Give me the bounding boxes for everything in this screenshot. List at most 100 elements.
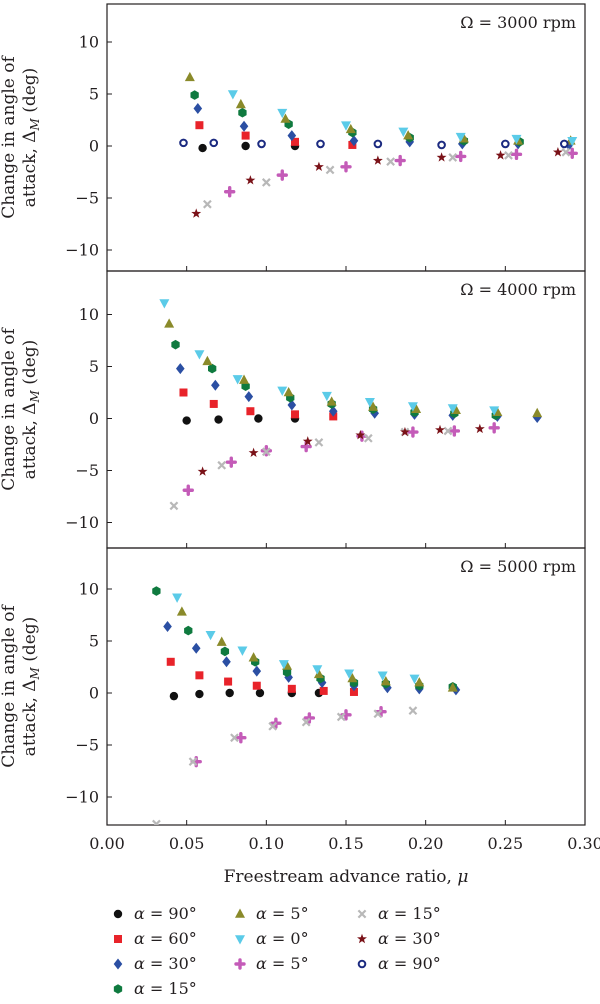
data-point [363, 433, 373, 443]
series-a60 [195, 121, 357, 149]
data-point [364, 398, 375, 408]
data-point [214, 415, 223, 424]
data-point [203, 199, 212, 209]
data-point [501, 139, 510, 149]
x-tick-label: 0.10 [249, 834, 285, 853]
series-n15 [152, 706, 418, 825]
legend-label: α = 15° [378, 904, 441, 923]
data-point [414, 677, 425, 687]
data-point [326, 396, 337, 406]
data-point [220, 646, 230, 657]
data-point [409, 674, 420, 684]
legend-label: α = 60° [134, 929, 197, 948]
data-point [377, 671, 388, 681]
data-point [282, 667, 292, 677]
x-tick-label: 0.15 [328, 834, 364, 853]
panel-speed-label: Ω = 5000 rpm [460, 557, 576, 576]
legend-marker [357, 909, 367, 919]
data-point [217, 460, 227, 470]
data-point [179, 138, 188, 148]
legend-marker [234, 958, 246, 970]
legend-entry: α = 5° [235, 904, 309, 923]
data-point [407, 402, 418, 412]
data-point [303, 712, 316, 724]
data-point [348, 140, 357, 149]
data-point [209, 399, 218, 408]
legend-label: α = 5° [256, 954, 309, 973]
data-point [191, 208, 202, 218]
data-point [287, 684, 296, 693]
panel-2: 10 5 0 −5 −10 Ω = 4000 rpm Change in angle of a… [0, 270, 586, 549]
legend-label: α = 30° [134, 954, 197, 973]
data-point [246, 407, 255, 416]
data-point [278, 660, 289, 670]
data-point [386, 157, 395, 166]
data-point [328, 405, 338, 417]
series-a0 [227, 90, 578, 147]
data-point [314, 438, 324, 447]
data-point [398, 127, 409, 137]
data-point [372, 155, 383, 165]
data-point [355, 429, 366, 440]
plot-frame [106, 270, 586, 549]
legend-marker [357, 959, 367, 969]
data-point [241, 381, 250, 392]
y-tick-label: 10 [79, 580, 99, 599]
data-point [193, 103, 203, 115]
data-point [237, 646, 248, 656]
data-point [340, 161, 352, 173]
data-point [208, 363, 217, 374]
legend-entry: α = 30° [113, 954, 197, 973]
x-tick-label: 0.20 [408, 834, 444, 853]
data-point [443, 426, 453, 436]
legend-label: α = 30° [378, 929, 441, 948]
data-point [561, 147, 571, 157]
legend-marker [235, 908, 245, 918]
data-point [254, 414, 263, 423]
data-point [239, 374, 250, 384]
data-point [195, 671, 204, 680]
legend-label: α = 0° [256, 929, 309, 948]
data-point [567, 137, 578, 147]
data-point [252, 665, 262, 677]
data-point [341, 121, 351, 131]
data-point [511, 134, 522, 145]
data-point [232, 375, 243, 385]
data-point [495, 150, 506, 160]
series-a90 [169, 688, 324, 701]
data-point [176, 606, 187, 616]
data-point [211, 379, 220, 391]
legend-label: α = 90° [378, 954, 441, 973]
series-a90 [182, 414, 300, 425]
y-tick-label: −10 [65, 241, 99, 260]
data-point [235, 98, 246, 109]
data-point [268, 721, 278, 731]
data-point [319, 686, 328, 695]
data-point [277, 108, 288, 119]
data-point [191, 642, 201, 654]
data-point [403, 130, 414, 140]
panel-markers [159, 299, 543, 511]
series-n30 [191, 147, 563, 218]
data-point [184, 71, 195, 82]
data-point [216, 636, 227, 646]
y-tick-label: 5 [89, 632, 99, 651]
data-point [223, 186, 236, 198]
y-tick-label: 10 [79, 305, 99, 324]
data-point [313, 161, 324, 172]
series-a5 [176, 606, 458, 692]
data-point [400, 426, 410, 437]
panel-1: 10 5 0 −5 −10 Ω = 3000 rpm Change in angle of a… [0, 3, 586, 272]
data-point [313, 668, 324, 679]
series-a5 [164, 318, 543, 418]
data-point [230, 733, 239, 743]
x-axis-label: Freestream advance ratio, μ [224, 867, 469, 887]
y-axis-label-line2: attack, ΔM (deg) [20, 68, 42, 208]
data-point [171, 339, 180, 350]
data-point [301, 717, 311, 727]
legend-entry: α = 30° [357, 929, 441, 948]
data-point [283, 387, 294, 397]
series-n90 [179, 138, 569, 150]
data-point [448, 425, 461, 437]
data-point [349, 687, 358, 696]
